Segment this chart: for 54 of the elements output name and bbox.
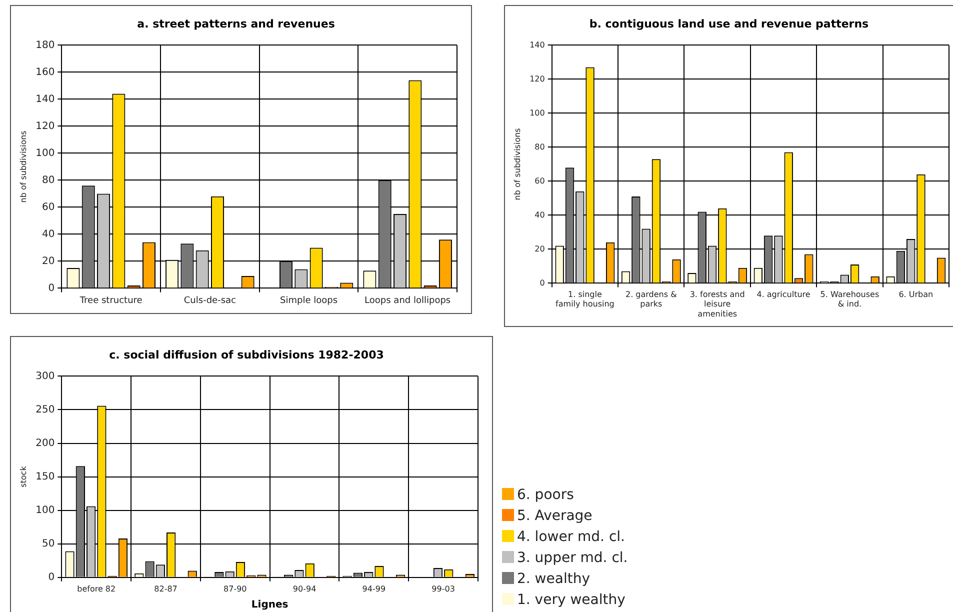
x-tick-label: 82-87 bbox=[154, 584, 178, 594]
x-tick-label: 6. Urban bbox=[898, 290, 934, 300]
legend-label: 6. poors bbox=[516, 486, 575, 505]
y-tick-label: 100 bbox=[36, 504, 55, 516]
y-tick-label: 60 bbox=[42, 202, 55, 213]
y-tick-label: 0 bbox=[48, 282, 55, 294]
y-tick-label: 160 bbox=[36, 66, 55, 78]
y-tick-label: 100 bbox=[530, 108, 545, 118]
y-tick-label: 120 bbox=[36, 120, 55, 132]
y-tick-label: 120 bbox=[530, 74, 545, 84]
x-tick-label: 2. gardens & parks bbox=[625, 290, 677, 309]
x-tick-label: before 82 bbox=[77, 584, 116, 594]
x-tick-label: 3. forests and leisure amenities bbox=[690, 290, 745, 318]
legend-label: 3. upper md. cl. bbox=[516, 549, 628, 568]
x-tick-label: 94-99 bbox=[362, 584, 386, 594]
y-axis-title: nb of subdivisions bbox=[18, 130, 28, 203]
y-tick-label: 140 bbox=[530, 40, 545, 50]
legend-label: 2. wealthy bbox=[516, 570, 591, 589]
y-tick-label: 100 bbox=[36, 148, 55, 159]
x-axis-title: Lignes bbox=[251, 600, 288, 611]
y-tick-label: 40 bbox=[534, 210, 545, 220]
y-tick-label: 200 bbox=[36, 438, 55, 449]
x-tick-label: 1. single family housing bbox=[556, 290, 614, 309]
x-tick-label: 99-03 bbox=[432, 584, 455, 594]
y-axis-title: nb of subdivisions bbox=[512, 128, 522, 200]
y-tick-label: 20 bbox=[534, 244, 545, 254]
y-tick-label: 180 bbox=[36, 40, 55, 51]
y-tick-label: 150 bbox=[36, 471, 55, 482]
y-tick-label: 80 bbox=[42, 174, 55, 186]
x-tick-label: Simple loops bbox=[280, 296, 338, 306]
y-tick-label: 60 bbox=[534, 176, 545, 186]
x-tick-label: 87-90 bbox=[224, 584, 247, 594]
y-tick-label: 80 bbox=[534, 142, 545, 152]
y-tick-label: 40 bbox=[42, 228, 55, 240]
y-tick-label: 300 bbox=[36, 370, 55, 382]
x-tick-label: Loops and lollipops bbox=[364, 296, 451, 306]
x-tick-label: 4. agriculture bbox=[756, 290, 810, 300]
legend-label: 1. very wealthy bbox=[516, 591, 626, 610]
chart-title: c. social diffusion of subdivisions 1982-2003 bbox=[109, 348, 384, 362]
y-tick-label: 0 bbox=[540, 278, 545, 288]
y-tick-label: 20 bbox=[42, 256, 55, 267]
x-tick-label: 90-94 bbox=[292, 584, 316, 594]
chart-title: b. contiguous land use and revenue patterns bbox=[589, 17, 870, 30]
x-tick-label: 5. Warehouses & ind. bbox=[820, 290, 880, 309]
y-tick-label: 0 bbox=[48, 572, 55, 583]
legend-label: 5. Average bbox=[516, 507, 594, 526]
x-tick-label: Culs-de-sac bbox=[184, 296, 236, 306]
y-tick-label: 50 bbox=[42, 538, 55, 550]
y-axis-title: stock bbox=[18, 466, 28, 488]
y-tick-label: 250 bbox=[36, 404, 55, 416]
y-tick-label: 140 bbox=[36, 94, 55, 105]
x-tick-label: Tree structure bbox=[78, 296, 143, 306]
legend-label: 4. lower md. cl. bbox=[516, 528, 626, 547]
chart-title: a. street patterns and revenues bbox=[137, 17, 336, 30]
